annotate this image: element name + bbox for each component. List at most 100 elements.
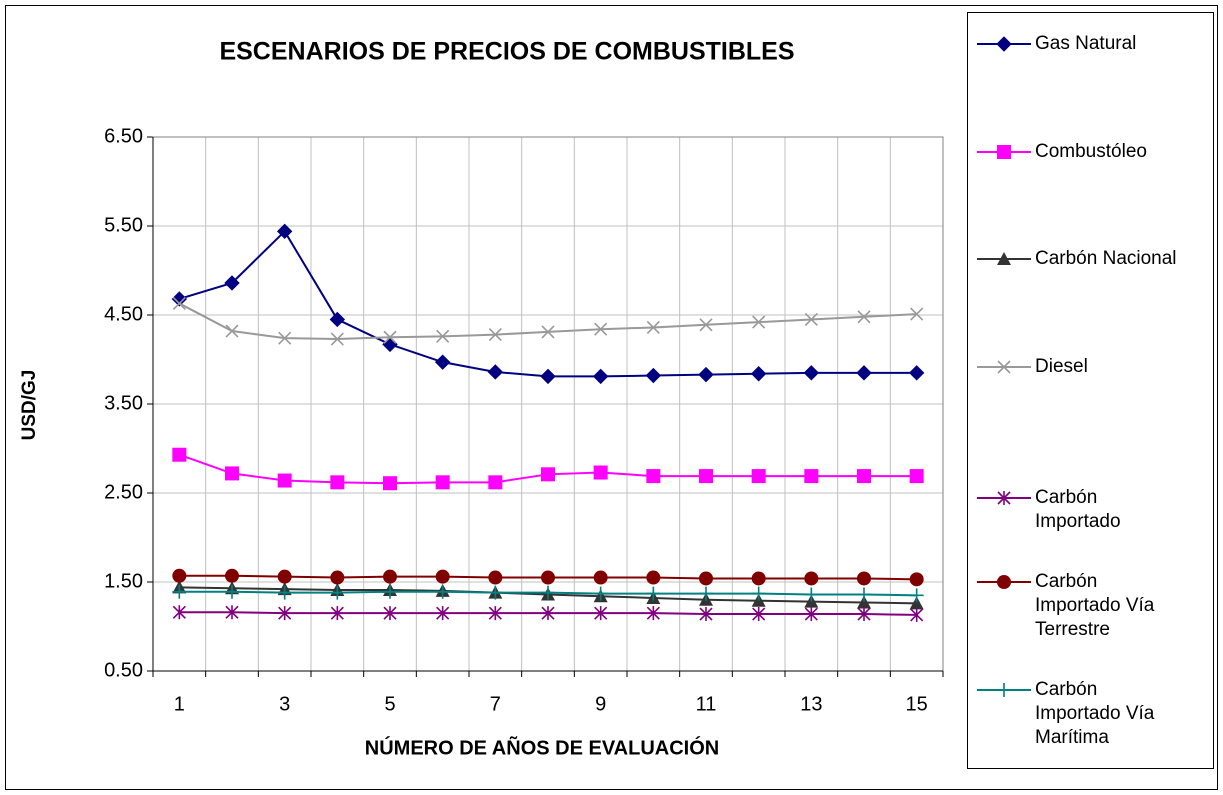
marker xyxy=(908,365,925,381)
marker xyxy=(857,587,871,602)
marker xyxy=(699,469,713,484)
marker xyxy=(435,584,450,599)
marker xyxy=(593,570,608,585)
marker xyxy=(804,469,819,484)
marker xyxy=(750,366,767,382)
marker xyxy=(751,571,766,586)
legend-marker xyxy=(997,360,1011,374)
marker xyxy=(804,312,818,327)
marker xyxy=(909,469,924,484)
marker xyxy=(172,296,186,310)
marker xyxy=(277,473,292,488)
marker xyxy=(487,364,504,380)
marker xyxy=(330,570,345,585)
marker xyxy=(857,595,871,609)
x-tick-label: 11 xyxy=(696,693,717,715)
marker xyxy=(488,570,503,585)
legend-box xyxy=(967,12,1214,769)
marker xyxy=(224,275,240,291)
marker xyxy=(330,606,344,621)
marker xyxy=(910,307,924,321)
marker xyxy=(857,571,871,586)
marker xyxy=(330,585,345,600)
marker xyxy=(699,318,713,332)
x-tick-label: 3 xyxy=(279,693,290,715)
y-tick-label: 2.50 xyxy=(104,481,143,503)
marker xyxy=(276,223,293,240)
legend-label: Carbón Importado xyxy=(1035,487,1121,532)
marker xyxy=(593,465,608,480)
legend-marker xyxy=(996,36,1012,52)
marker xyxy=(646,320,660,335)
marker xyxy=(383,476,397,491)
marker xyxy=(699,607,713,622)
marker xyxy=(278,331,292,345)
x-tick-label: 5 xyxy=(384,693,395,715)
marker xyxy=(172,605,186,620)
marker xyxy=(752,315,766,329)
marker xyxy=(856,365,872,381)
marker xyxy=(857,310,871,324)
marker xyxy=(488,585,503,600)
marker xyxy=(645,367,662,384)
marker xyxy=(541,467,555,482)
marker xyxy=(804,571,819,586)
x-tick-label: 1 xyxy=(174,693,185,715)
marker xyxy=(277,569,292,584)
legend-label: Gas Natural xyxy=(1035,33,1137,54)
marker xyxy=(383,606,397,621)
y-axis-label: USD/GJ xyxy=(19,370,40,441)
marker xyxy=(698,366,714,383)
y-tick-label: 4.50 xyxy=(104,303,143,325)
legend-label: Carbón Importado Vía Marítima xyxy=(1035,679,1155,748)
marker xyxy=(329,311,346,328)
marker xyxy=(383,330,397,344)
y-tick-label: 1.50 xyxy=(104,570,143,592)
marker xyxy=(909,572,924,587)
marker xyxy=(699,571,713,586)
marker xyxy=(646,469,661,484)
marker xyxy=(330,475,345,490)
y-tick-label: 0.50 xyxy=(104,659,143,681)
marker xyxy=(225,584,239,599)
marker xyxy=(804,607,818,622)
x-tick-label: 9 xyxy=(595,693,606,715)
marker xyxy=(278,606,292,621)
marker xyxy=(330,332,344,346)
marker xyxy=(752,607,766,622)
marker xyxy=(172,568,187,583)
marker xyxy=(225,324,239,338)
marker xyxy=(909,596,924,610)
legend-marker xyxy=(997,575,1011,589)
marker xyxy=(540,368,556,385)
marker xyxy=(436,606,450,621)
legend-label: Carbón Importado Vía Terrestre xyxy=(1035,571,1155,640)
marker xyxy=(909,588,924,603)
marker xyxy=(594,606,608,621)
chart-title: ESCENARIOS DE PRECIOS DE COMBUSTIBLES xyxy=(219,38,794,66)
marker xyxy=(383,584,397,599)
legend-label: Carbón Nacional xyxy=(1035,248,1177,269)
marker xyxy=(857,469,871,484)
marker xyxy=(488,475,503,490)
marker xyxy=(172,584,187,599)
marker xyxy=(699,586,713,601)
legend-marker xyxy=(997,683,1011,697)
marker xyxy=(436,329,450,343)
marker xyxy=(171,291,188,307)
marker xyxy=(383,569,397,584)
x-tick-label: 13 xyxy=(800,693,822,715)
y-tick-label: 5.50 xyxy=(104,214,143,236)
marker xyxy=(803,365,820,381)
y-tick-label: 6.50 xyxy=(104,125,143,147)
marker xyxy=(541,325,555,339)
marker xyxy=(541,570,555,585)
marker xyxy=(646,606,660,621)
marker xyxy=(592,368,609,385)
x-axis-label: NÚMERO DE AÑOS DE EVALUACIÓN xyxy=(365,735,719,759)
marker xyxy=(434,354,451,370)
y-tick-label: 3.50 xyxy=(104,392,143,414)
marker xyxy=(646,570,661,585)
